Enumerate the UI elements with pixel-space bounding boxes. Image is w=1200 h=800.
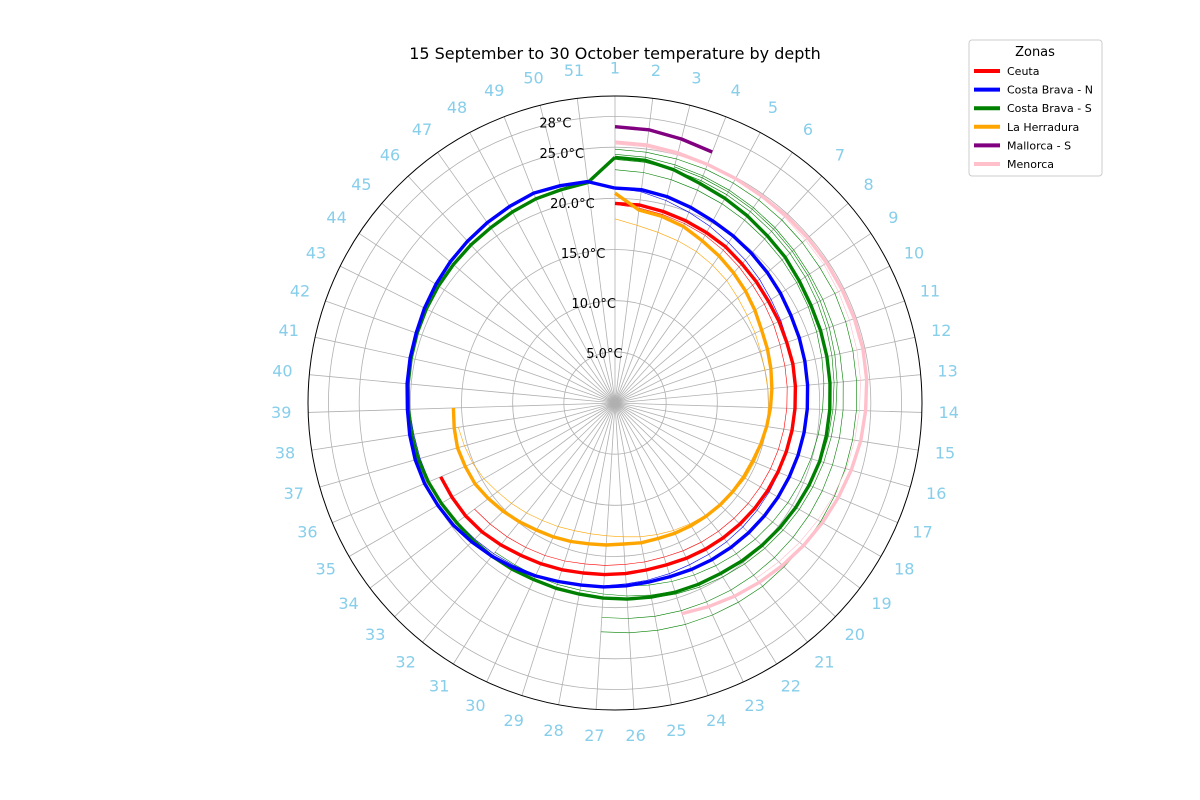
series-line-costa-brava-s [614,169,825,587]
angular-tick-label: 2 [651,61,661,80]
angular-tick-label: 49 [484,81,504,100]
series-line-menorca [614,140,869,616]
angular-tick-label: 13 [937,362,957,381]
legend-label: La Herradura [1007,121,1079,134]
angular-tick-label: 25 [666,721,686,740]
angular-tick-label: 18 [894,560,914,579]
legend-entries: Ceuta Costa Brava - N Costa Brava - S La He… [974,65,1093,171]
angular-tick-label: 1 [610,59,620,78]
legend-label: Costa Brava - N [1007,84,1093,97]
angular-tick-label: 41 [279,321,299,340]
radial-gridline [512,300,718,506]
series-line-ceuta [474,204,788,566]
angular-tick-label: 47 [412,120,432,139]
radial-gridline [409,197,821,609]
series-line-costa-brava-s [406,155,832,601]
angular-tick-label: 42 [290,282,310,301]
legend-frame [968,39,1103,177]
radial-tick-label: 25.0°C [540,147,585,162]
angular-tick-label: 30 [465,696,485,715]
angular-tick-label: 16 [926,484,946,503]
angular-tick-label: 3 [691,69,701,88]
angular-tick-label: 31 [429,677,449,696]
angular-tick-label: 27 [584,726,604,745]
angular-tick-label: 45 [351,175,371,194]
angular-tick-label: 48 [447,98,467,117]
series-line-mallorca-s [614,125,713,154]
angular-tick-label: 51 [564,61,584,80]
angular-tick-label: 36 [297,523,317,542]
angular-tick-label: 40 [272,362,292,381]
angular-tick-label: 15 [935,444,955,463]
legend-label: Ceuta [1007,65,1039,78]
radial-tick-label: 28°C [539,117,571,132]
series-line-la-herradura [458,218,769,538]
series-line-costa-brava-n [405,179,810,589]
series-line-ceuta [439,201,798,577]
angular-tick-label: 14 [939,403,959,422]
angular-tick-label: 39 [271,403,291,422]
legend-label: Menorca [1007,158,1054,171]
angular-tick-label: 5 [768,98,778,117]
angular-tick-label: 24 [706,711,726,730]
angular-tick-label: 38 [275,444,295,463]
angular-tick-label: 11 [920,282,940,301]
angular-tick-label: 28 [543,721,563,740]
angular-tick-label: 7 [835,146,845,165]
angular-tick-label: 35 [316,560,336,579]
angular-tick-label: 29 [504,711,524,730]
legend-label: Costa Brava - S [1007,102,1092,115]
angular-tick-label: 21 [814,653,834,672]
angular-tick-label: 4 [731,81,741,100]
legend-label: Mallorca - S [1007,139,1071,152]
angular-tick-label: 43 [306,244,326,263]
angular-tick-label: 9 [888,208,898,227]
radial-tick-label: 10.0°C [571,297,616,312]
chart-title: 15 September to 30 October temperature b… [409,44,821,63]
angular-tick-label: 34 [338,594,358,613]
angular-tick-label: 8 [864,175,874,194]
radial-tick-label: 20.0°C [550,197,595,212]
angular-tick-label: 22 [781,677,801,696]
angular-tick-label: 33 [365,625,385,644]
angular-tick-label: 17 [912,523,932,542]
radial-tick-label: 15.0°C [561,247,606,262]
angular-tick-label: 23 [744,696,764,715]
angular-tick-label: 20 [845,625,865,644]
radial-gridline [328,116,902,690]
series-line-costa-brava-s [601,154,844,619]
radial-tick-label: 5.0°C [586,347,622,362]
legend-title: Zonas [1015,45,1055,60]
angular-tick-label: 37 [284,484,304,503]
angular-tick-label: 10 [904,244,924,263]
radial-gridline [358,146,872,660]
series-line-costa-brava-s [627,166,838,600]
polar-frame [307,95,923,711]
tick-labels: 1 2 34567891011121314151617181920212223242… [271,59,959,745]
angular-tick-label: 50 [523,69,543,88]
angular-tick-label: 6 [803,120,813,139]
radial-gridline [563,351,667,455]
angular-tick-label: 44 [326,208,346,227]
series-line-la-herradura [451,191,774,547]
series-line-costa-brava-s [600,148,857,634]
legend[interactable]: Zonas Ceuta Costa Brava - N Costa Brava - … [968,39,1103,177]
angular-tick-label: 12 [931,321,951,340]
angular-tick-label: 46 [380,146,400,165]
angular-tick-label: 19 [871,594,891,613]
series-lines [405,125,869,634]
angular-tick-label: 32 [395,653,415,672]
angular-tick-label: 26 [625,726,645,745]
